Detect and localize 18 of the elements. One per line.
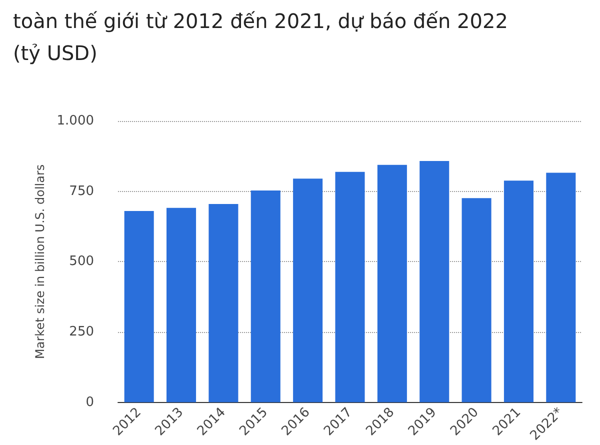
y-tick-label: 500 <box>69 254 94 270</box>
bar <box>335 172 365 402</box>
bar <box>250 190 280 402</box>
y-tick-label: 1.000 <box>56 114 94 128</box>
bar <box>546 172 576 402</box>
chart-title: toàn thế giới từ 2012 đến 2021, dự báo đến 2022 (tỷ USD) <box>13 9 508 65</box>
y-tick-label: 0 <box>86 394 94 410</box>
bar <box>166 208 196 402</box>
y-axis-title: Market size in billion U.S. dollars <box>32 164 47 359</box>
y-tick-label: 250 <box>69 324 94 340</box>
bar <box>462 198 492 402</box>
bar <box>377 164 407 402</box>
bar <box>504 180 534 402</box>
bar <box>208 204 238 402</box>
bar <box>293 178 323 402</box>
bar <box>124 211 154 402</box>
y-tick-label: 750 <box>69 184 94 199</box>
bar <box>420 160 450 402</box>
